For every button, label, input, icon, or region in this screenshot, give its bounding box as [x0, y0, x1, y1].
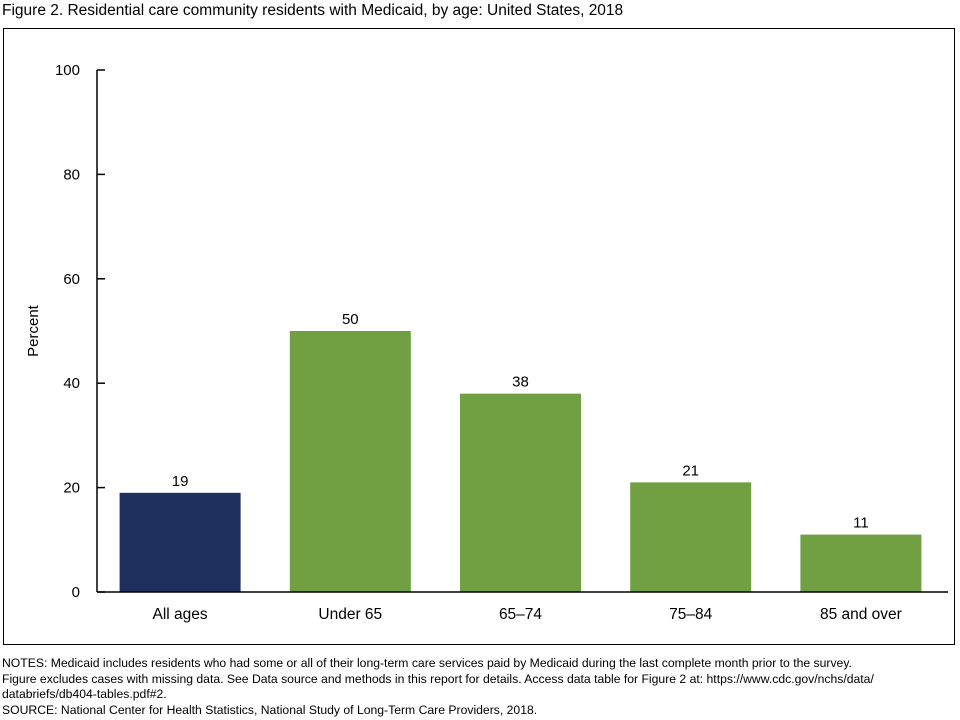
y-tick-label: 100 [55, 62, 80, 79]
bar-value-label: 21 [682, 462, 699, 479]
y-tick-label: 20 [63, 480, 80, 497]
chart-frame [3, 28, 955, 645]
y-axis-label: Percent [25, 304, 42, 357]
source-line: SOURCE: National Center for Health Stati… [2, 702, 538, 717]
bar [119, 492, 241, 592]
x-axis: All ages Under 65 65–74 75–84 85 and over [97, 591, 948, 623]
bar-value-label: 50 [342, 311, 359, 328]
notes-line: databriefs/db404-tables.pdf#2. [2, 687, 167, 701]
bars: 19 50 38 21 11 [119, 311, 922, 592]
x-tick-label: 65–74 [499, 606, 542, 623]
bar [289, 331, 411, 592]
bar [460, 393, 581, 592]
notes-line: NOTES: Medicaid includes residents who h… [2, 656, 852, 670]
y-tick-label: 80 [63, 166, 80, 183]
notes-block: NOTES: Medicaid includes residents who h… [2, 656, 958, 718]
x-tick-label: Under 65 [318, 606, 382, 623]
x-tick-label: 75–84 [669, 606, 712, 623]
bar-value-label: 19 [172, 473, 189, 490]
x-tick-label: 85 and over [820, 606, 902, 623]
bar-value-label: 38 [512, 374, 529, 391]
y-tick-label: 0 [72, 584, 80, 601]
y-tick-label: 60 [63, 271, 80, 288]
y-axis: 0 20 40 60 80 100 [55, 62, 105, 601]
x-tick-label: All ages [153, 606, 208, 623]
notes-line: Figure excludes cases with missing data.… [2, 671, 874, 686]
figure-title: Figure 2. Residential care community res… [2, 2, 624, 19]
bar [630, 482, 752, 592]
y-tick-label: 40 [63, 375, 80, 392]
bar-value-label: 11 [853, 515, 869, 532]
bar [800, 534, 922, 592]
